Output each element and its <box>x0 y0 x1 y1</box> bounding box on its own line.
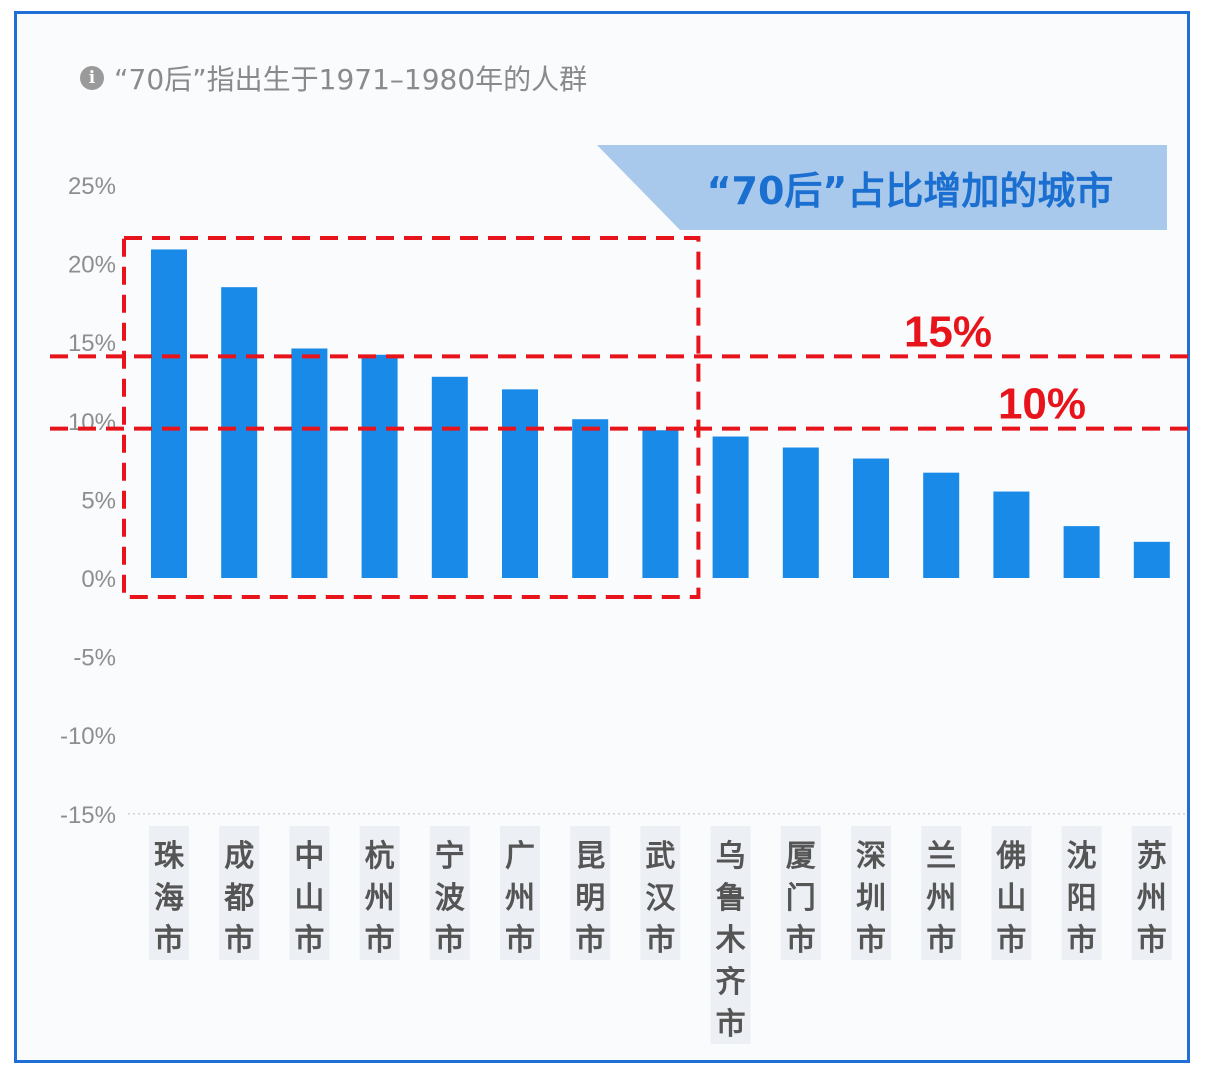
category-label-bg <box>500 826 540 960</box>
bar <box>712 436 749 578</box>
category-label-bg <box>1131 826 1172 960</box>
bar <box>221 287 258 578</box>
category-label-bg <box>149 826 189 960</box>
category-label-bg <box>851 826 891 960</box>
y-tick-label: 25% <box>68 173 116 200</box>
note-text: “70后”指出生于1971–1980年的人群 <box>114 63 588 96</box>
y-tick-label: 0% <box>81 566 116 593</box>
bar <box>1063 526 1100 578</box>
bar <box>993 491 1030 578</box>
bar <box>361 354 398 578</box>
y-tick-label: -10% <box>60 723 116 750</box>
x-tick-label: 杭州市 <box>365 839 395 958</box>
y-tick-label: 15% <box>68 330 116 357</box>
bar <box>431 376 468 578</box>
category-label-bg <box>780 826 821 960</box>
x-tick-label: 深圳市 <box>856 839 886 958</box>
bar <box>782 447 819 578</box>
x-tick-label: 厦门市 <box>786 839 816 958</box>
y-tick-label: -15% <box>60 802 116 829</box>
x-tick-label: 宁波市 <box>435 839 466 958</box>
banner-background <box>597 145 1167 230</box>
category-label-bg <box>289 826 330 960</box>
category-label-bg <box>710 826 751 1044</box>
reference-line-label: 10% <box>998 380 1086 429</box>
y-tick-label: 10% <box>68 409 116 436</box>
x-tick-label: 苏州市 <box>1137 839 1167 958</box>
bar <box>642 430 679 578</box>
category-label-bg <box>640 826 681 960</box>
info-icon: i <box>80 66 104 90</box>
category-label-bg <box>991 826 1032 960</box>
x-tick-label: 珠海市 <box>154 839 185 958</box>
x-tick-label: 广州市 <box>505 839 535 958</box>
category-label-bg <box>570 826 611 960</box>
x-tick-label: 沈阳市 <box>1067 839 1097 958</box>
x-tick-label: 成都市 <box>223 839 254 958</box>
category-label-bg <box>219 826 260 960</box>
category-label-bg <box>429 826 470 960</box>
bar <box>1133 541 1170 578</box>
category-label-bg <box>1061 826 1102 960</box>
y-tick-label: 20% <box>68 252 116 279</box>
x-tick-label: 武汉市 <box>645 839 676 958</box>
highlight-box <box>122 236 701 599</box>
bar <box>923 472 960 578</box>
x-tick-label: 佛山市 <box>995 839 1026 958</box>
bar <box>572 419 609 578</box>
x-tick-label: 中山市 <box>294 839 324 958</box>
bar <box>853 458 889 578</box>
y-tick-label: -5% <box>73 645 116 672</box>
y-tick-label: 5% <box>81 487 116 514</box>
x-tick-label: 乌鲁木齐市 <box>715 839 746 1042</box>
bar <box>151 249 187 578</box>
category-label-bg <box>921 826 962 960</box>
bar <box>502 389 538 578</box>
x-tick-label: 兰州市 <box>926 839 956 958</box>
chart-note: i “70后”指出生于1971–1980年的人群 <box>80 58 587 98</box>
bar <box>291 348 328 578</box>
reference-line-label: 15% <box>904 307 992 356</box>
banner-text: “70后”占比增加的城市 <box>707 169 1114 213</box>
x-tick-label: 昆明市 <box>575 839 605 958</box>
category-label-bg <box>359 826 400 960</box>
